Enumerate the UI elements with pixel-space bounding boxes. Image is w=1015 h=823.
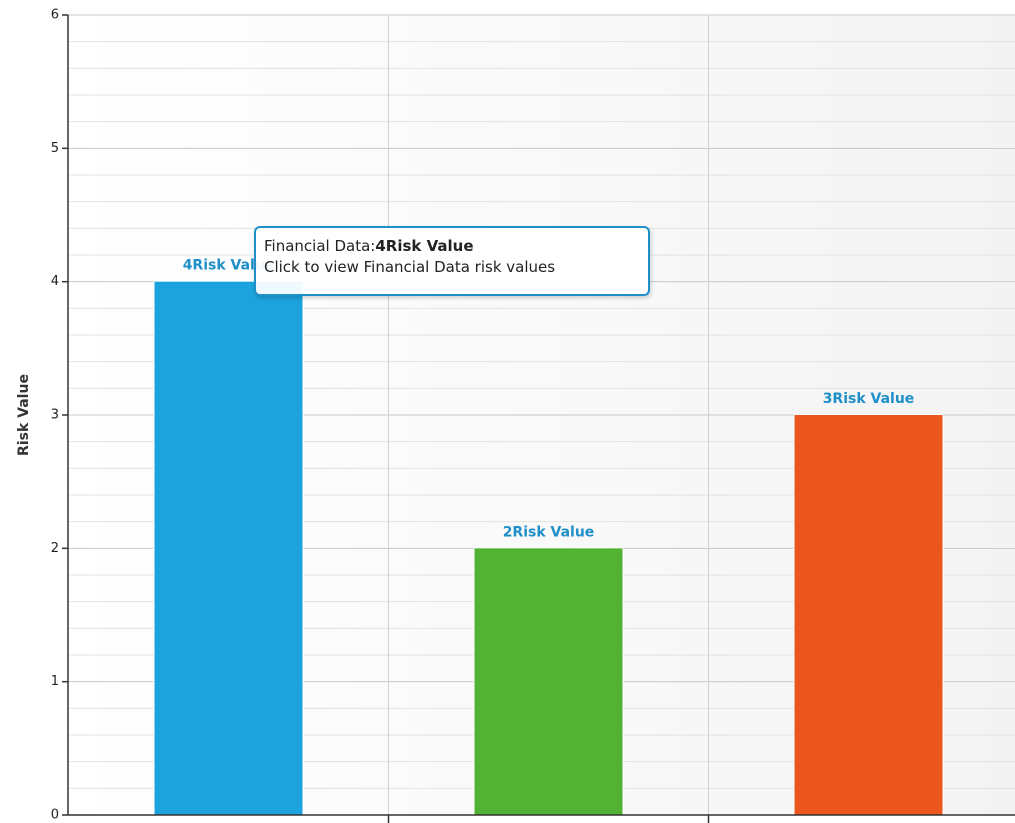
bars (153, 280, 944, 816)
tooltip-value: 4Risk Value (375, 237, 474, 255)
y-tick-label: 1 (51, 674, 59, 689)
bar[interactable] (794, 415, 943, 815)
tooltip-title-line: Financial Data:4Risk Value (264, 236, 640, 257)
tooltip-hint: Click to view Financial Data risk values (264, 258, 556, 276)
axes: 0 1 2 3 4 5 6 (51, 8, 1015, 823)
y-tick-label: 3 (51, 408, 59, 423)
y-tick-label: 6 (51, 8, 59, 23)
bar[interactable] (474, 548, 623, 815)
bar[interactable] (154, 281, 303, 816)
y-tick-label: 2 (51, 541, 59, 556)
data-labels: 4Risk Value 2Risk Value 3Risk Value (183, 258, 915, 541)
y-tick-label: 5 (51, 141, 59, 156)
bar-data-label: 2Risk Value (503, 524, 595, 540)
bar-data-label: 4Risk Value (183, 258, 275, 274)
tooltip-series-prefix: Financial Data: (264, 237, 376, 255)
y-tick-label: 0 (51, 808, 59, 823)
tooltip: Financial Data:4Risk Value Click to view… (254, 226, 650, 296)
bar-data-label: 3Risk Value (823, 391, 915, 407)
y-axis-title: Risk Value (16, 374, 32, 456)
y-tick-label: 4 (51, 274, 59, 289)
